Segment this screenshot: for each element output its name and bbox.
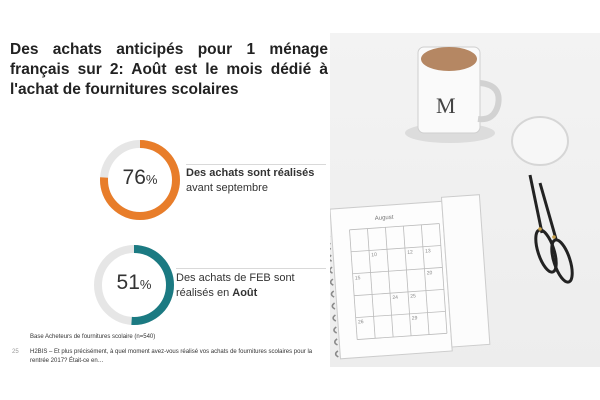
mug-logo: M [436,93,456,118]
stat-before-september: 76% Des achats sont réalisés avant septe… [98,138,338,228]
calendar-day: 24 [392,295,398,301]
stat-label: Des achats sont réalisés avant septembre [186,166,336,196]
stat-unit: % [145,172,158,187]
footer-base: Base Acheteurs de fournitures scolaire (… [30,334,156,340]
stat-label-bold: Des achats sont réalisés [186,167,315,179]
desk-photo-illustration: M August [330,46,574,360]
calendar-day: 25 [410,293,416,299]
calendar-month: August [375,215,394,222]
stat-value: 51% [92,271,176,295]
slide-title: Des achats anticipés pour 1 ménage franç… [10,41,328,98]
stat-number: 51 [116,271,140,294]
planner-icon: August 10 12 [330,194,491,360]
planner-spiral [330,230,339,358]
calendar-grid [349,223,448,340]
calendar-day: 20 [427,270,433,276]
mug-handle [477,80,502,123]
stat-divider [176,268,326,269]
donut-arc [94,245,174,325]
stat-divider [186,164,326,165]
stat-label-line2: réalisés en [176,287,233,299]
stat-label-bold: Août [232,287,258,299]
stat-label-rest: avant septembre [186,182,268,194]
stat-number: 76 [122,166,146,189]
coffee-surface [421,47,477,71]
page-number: 25 [12,349,19,355]
donut-chart-76 [100,140,180,220]
donut-arc [100,140,180,220]
desk-photo: M August [330,33,600,367]
calendar-day: 26 [358,319,364,325]
calendar-day: 10 [371,252,377,258]
calendar-day: 12 [407,249,413,255]
donut-chart-51 [94,245,174,325]
calendar-day: 15 [355,275,361,281]
calendar-day: 29 [412,315,418,321]
glasses-hinges [538,227,556,239]
calendar-day: 13 [425,248,431,254]
stat-unit: % [139,277,152,292]
glasses-icon [528,174,574,284]
calendar-numbers: 10 12 13 15 20 24 25 26 29 [355,248,433,325]
stat-value: 76% [98,166,182,190]
stat-label-line1: Des achats de FEB sont [176,272,295,284]
footer-question: H2BIS – Et plus précisément, à quel mome… [30,349,313,364]
stat-label: Des achats de FEB sont réalisés en Août [176,271,326,301]
slide-footer: Base Acheteurs de fournitures scolaire (… [0,333,330,367]
glass-dish [511,116,569,166]
stat-august: 51% Des achats de FEB sont réalisés en A… [92,243,332,333]
